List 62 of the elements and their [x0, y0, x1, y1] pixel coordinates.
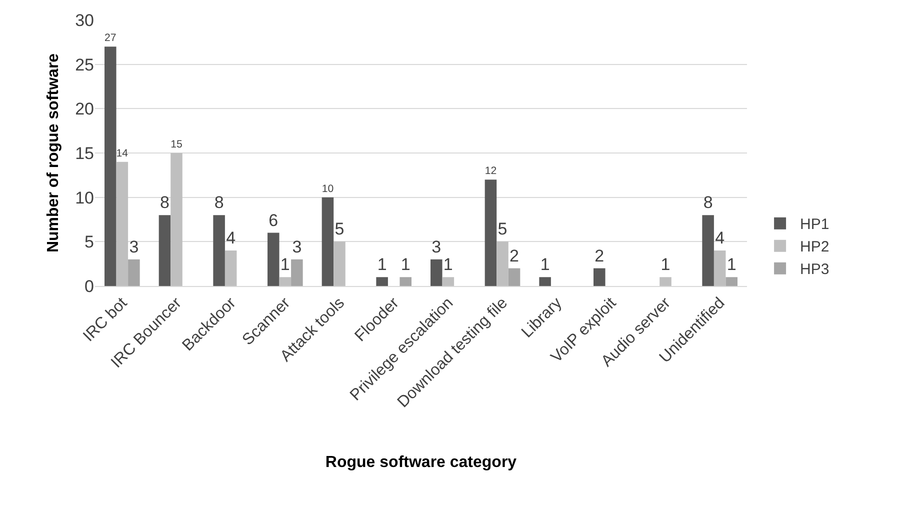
bar — [714, 250, 726, 286]
data-label: 1 — [400, 255, 410, 274]
data-label: 4 — [715, 228, 725, 248]
data-label: 3 — [432, 237, 442, 256]
data-label: 3 — [292, 237, 302, 256]
bar — [376, 277, 388, 286]
data-label: 1 — [443, 255, 453, 274]
bar — [268, 232, 280, 286]
y-tick-label: 20 — [75, 100, 94, 119]
x-axis-title: Rogue software category — [325, 454, 517, 471]
bar — [702, 215, 714, 286]
y-tick-label: 0 — [84, 276, 94, 296]
bar — [334, 242, 346, 286]
data-label: 6 — [268, 210, 278, 230]
bar — [158, 215, 171, 286]
legend-label: HP3 — [800, 261, 830, 278]
data-label: 15 — [170, 138, 182, 151]
data-label: 1 — [540, 255, 550, 274]
bar — [104, 46, 116, 286]
bar — [430, 259, 442, 286]
data-label: 10 — [322, 182, 334, 195]
bar — [400, 277, 412, 286]
data-label: 1 — [377, 255, 387, 274]
bar — [496, 242, 508, 286]
bar — [484, 180, 497, 286]
data-label: 1 — [660, 255, 670, 274]
data-label: 1 — [726, 255, 736, 274]
bar — [660, 277, 672, 286]
bar — [291, 259, 303, 286]
data-label: 2 — [594, 246, 604, 266]
y-axis-title: Number of rogue software — [44, 53, 62, 253]
bar — [128, 259, 140, 286]
bar — [594, 268, 606, 286]
bar — [116, 162, 128, 286]
data-label: 4 — [226, 228, 236, 248]
data-label: 14 — [116, 147, 128, 160]
y-tick-label: 30 — [75, 10, 94, 30]
y-tick-label: 10 — [75, 188, 94, 208]
bar — [726, 277, 738, 286]
data-label: 8 — [214, 193, 224, 212]
data-label: 2 — [510, 246, 520, 266]
bar — [322, 197, 334, 286]
bar — [279, 277, 292, 286]
data-label: 1 — [280, 255, 290, 274]
y-tick-label: 5 — [84, 232, 94, 252]
bar — [508, 268, 520, 286]
data-label: 5 — [334, 220, 344, 239]
data-label: 8 — [160, 193, 170, 212]
y-tick-label: 15 — [75, 144, 94, 163]
bar — [170, 153, 182, 286]
legend-label: HP1 — [800, 216, 830, 234]
bar — [539, 277, 551, 286]
data-label: 12 — [484, 165, 497, 178]
y-tick-label: 25 — [75, 55, 94, 74]
bar — [213, 215, 225, 286]
data-label: 8 — [703, 193, 713, 212]
legend-label: HP2 — [800, 238, 830, 256]
data-label: 5 — [498, 220, 508, 239]
bar — [224, 250, 237, 286]
bar — [442, 277, 454, 286]
data-label: 3 — [129, 237, 139, 256]
data-label: 27 — [104, 32, 116, 44]
